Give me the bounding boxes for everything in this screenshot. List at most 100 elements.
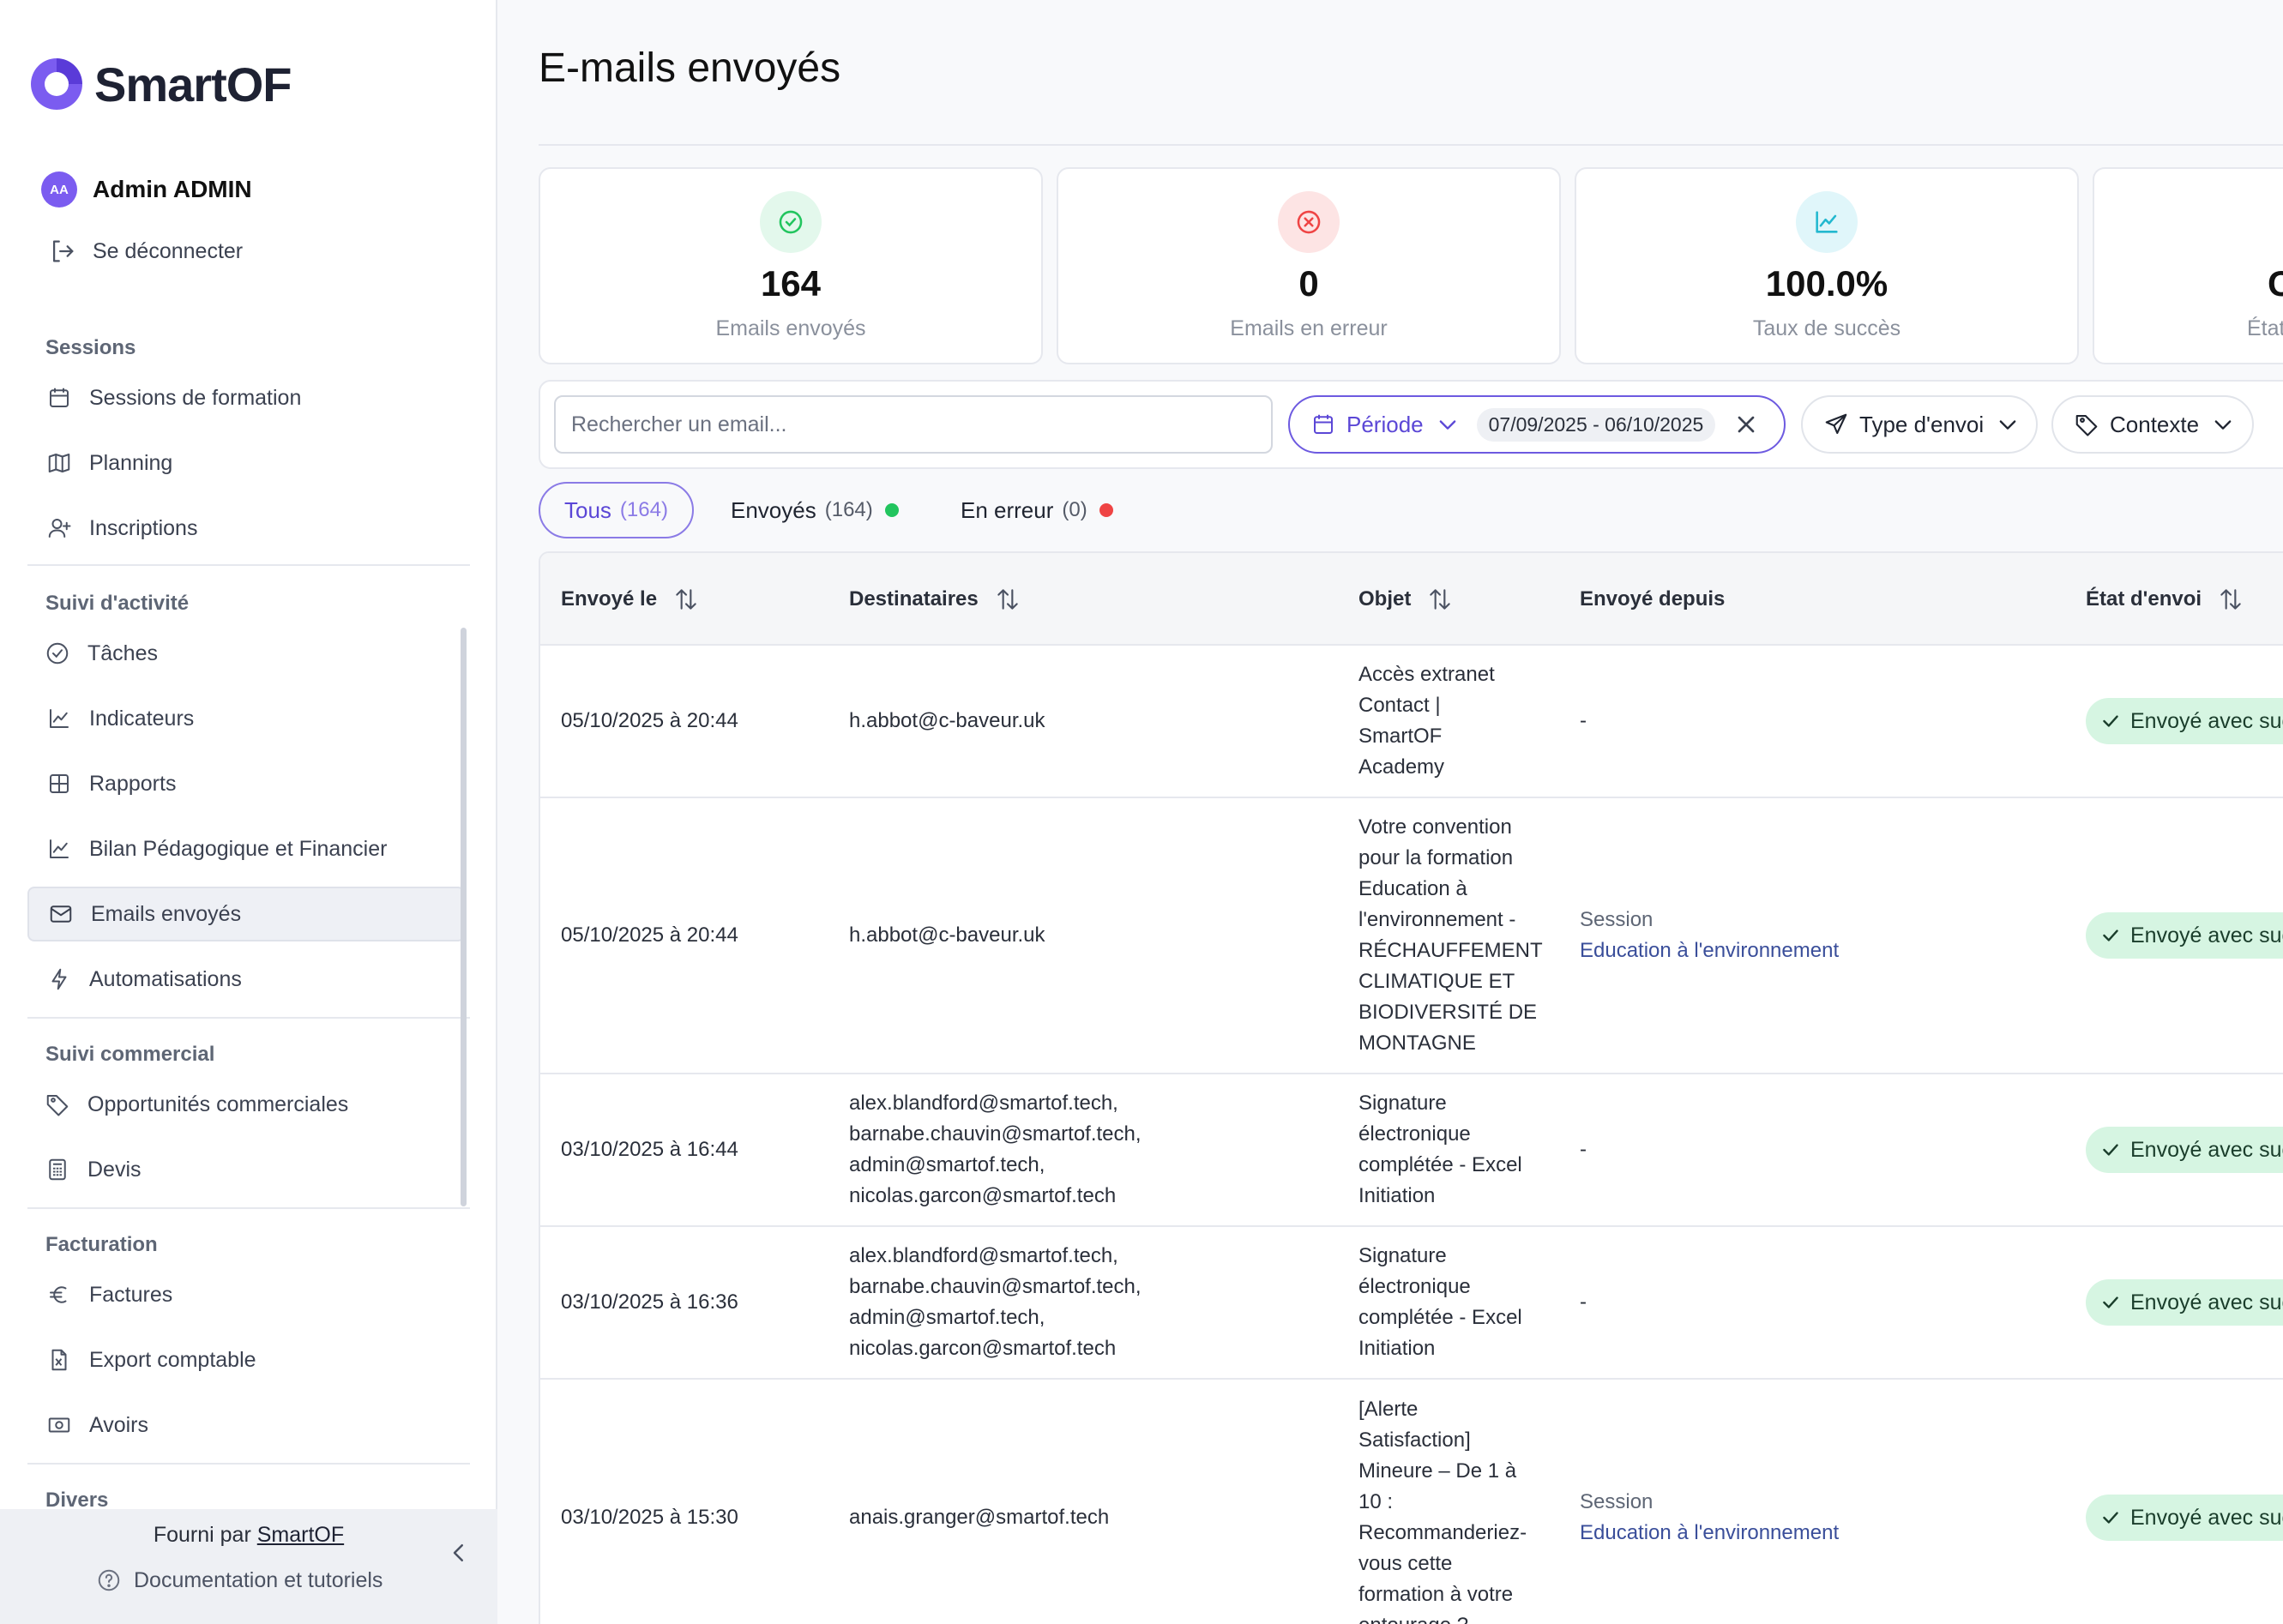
tab-envoyes[interactable]: Envoyés (164)	[731, 482, 899, 538]
table-row[interactable]: 05/10/2025 à 20:44 h.abbot@c-baveur.uk A…	[540, 646, 2283, 798]
subject-line: Signature	[1358, 1092, 1447, 1115]
stat-card-errors: 0 Emails en erreur	[1057, 167, 1561, 364]
cell-subject: [Alerte Satisfaction] Mineure – De 1 à 1…	[1358, 1394, 1527, 1624]
stat-icon-wrap	[1278, 191, 1340, 253]
user-profile[interactable]: AA Admin ADMIN	[41, 171, 252, 208]
sidebar-scrollbar[interactable]	[461, 628, 467, 1206]
cell-sent-from: Session Education à l'environnement	[1580, 1487, 1839, 1549]
help-circle-icon	[98, 1569, 120, 1591]
subject-line: Mineure – De 1 à	[1358, 1459, 1517, 1483]
sidebar-item-emails-envoyes[interactable]: Emails envoyés	[27, 887, 465, 941]
tab-tous[interactable]: Tous (164)	[539, 482, 694, 538]
recipient: alex.blandford@smartof.tech,	[849, 1244, 1118, 1267]
smartof-link[interactable]: SmartOF	[256, 1523, 345, 1547]
sidebar-item-taches[interactable]: Tâches	[27, 626, 465, 681]
sidebar-divider	[27, 1463, 470, 1465]
sidebar-item-inscriptions[interactable]: Inscriptions	[27, 501, 465, 556]
col-subject[interactable]: Objet	[1358, 553, 1454, 646]
sort-icon[interactable]	[2217, 586, 2244, 613]
table-row[interactable]: 03/10/2025 à 16:44 alex.blandford@smarto…	[540, 1074, 2283, 1227]
clear-date-icon[interactable]	[1732, 411, 1760, 438]
subject-line: l'environnement -	[1358, 908, 1516, 931]
cell-sent-at: 03/10/2025 à 16:36	[561, 1290, 738, 1314]
subject-line: [Alerte	[1358, 1398, 1419, 1421]
status-text: Envoyé avec succès	[2130, 1137, 2283, 1162]
recipient: admin@smartof.tech,	[849, 1306, 1045, 1329]
subject-line: Education à	[1358, 877, 1467, 900]
cell-sent-at: 03/10/2025 à 16:44	[561, 1138, 738, 1161]
stat-value: C	[2268, 263, 2283, 304]
col-status[interactable]: État d'envoi	[2086, 553, 2244, 646]
sort-icon[interactable]	[672, 586, 700, 613]
sort-icon[interactable]	[994, 586, 1021, 613]
tab-label: Tous	[564, 496, 611, 523]
status-dot-red	[1099, 503, 1113, 517]
sidebar-item-export-comptable[interactable]: Export comptable	[27, 1332, 465, 1387]
sidebar-item-planning[interactable]: Planning	[27, 436, 465, 490]
sort-icon[interactable]	[1426, 586, 1454, 613]
sidebar-item-bilan-pedagogique[interactable]: Bilan Pédagogique et Financier	[27, 821, 465, 876]
file-excel-icon	[51, 1349, 67, 1371]
cell-sent-from: -	[1580, 706, 1587, 737]
cell-recipients: alex.blandford@smartof.tech, barnabe.cha…	[849, 1088, 1142, 1212]
periode-filter[interactable]: Période 07/09/2025 - 06/10/2025	[1288, 395, 1786, 454]
tab-count: (0)	[1062, 498, 1087, 521]
table-row[interactable]: 05/10/2025 à 20:44 h.abbot@c-baveur.uk V…	[540, 798, 2283, 1074]
sidebar-item-factures[interactable]: Factures	[27, 1267, 465, 1322]
cell-sent-at: 05/10/2025 à 20:44	[561, 923, 738, 947]
provided-by: Fourni par SmartOF	[0, 1523, 497, 1548]
tab-en-erreur[interactable]: En erreur (0)	[961, 482, 1113, 538]
check-circle-icon	[779, 210, 803, 234]
col-sent-at[interactable]: Envoyé le	[561, 553, 700, 646]
col-recipients[interactable]: Destinataires	[849, 553, 1021, 646]
col-label: Envoyé depuis	[1580, 587, 1726, 611]
subject-line: Recommanderiez-	[1358, 1521, 1527, 1544]
table-row[interactable]: 03/10/2025 à 16:36 alex.blandford@smarto…	[540, 1227, 2283, 1380]
sidebar-item-automatisations[interactable]: Automatisations	[27, 952, 465, 1007]
subject-line: entourage ? –	[1358, 1610, 1527, 1624]
stat-label: Emails en erreur	[1230, 316, 1388, 340]
subject-line: formation à votre	[1358, 1583, 1514, 1606]
cell-subject: Votre convention pour la formation Educa…	[1358, 812, 1543, 1059]
col-sent-from: Envoyé depuis	[1580, 553, 1725, 646]
user-name: Admin ADMIN	[93, 176, 252, 202]
date-range-value: 07/09/2025 - 06/10/2025	[1476, 407, 1716, 442]
status-badge: Envoyé avec succès	[2086, 1127, 2283, 1173]
recipient: alex.blandford@smartof.tech,	[849, 1092, 1118, 1115]
cell-subject: Signature électronique complétée - Excel…	[1358, 1241, 1522, 1364]
sidebar-item-devis[interactable]: Devis	[27, 1142, 465, 1197]
chart-line-icon	[50, 709, 69, 728]
col-label: Destinataires	[849, 587, 979, 611]
sent-from-label: Session	[1580, 908, 1654, 931]
search-input[interactable]	[554, 395, 1273, 454]
docs-label: Documentation et tutoriels	[134, 1567, 383, 1592]
sidebar-item-label: Sessions de formation	[89, 385, 302, 410]
cell-sent-from: -	[1580, 1134, 1587, 1165]
sidebar-item-avoirs[interactable]: Avoirs	[27, 1398, 465, 1453]
cell-sent-from: -	[1580, 1287, 1587, 1318]
sidebar-item-rapports[interactable]: Rapports	[27, 756, 465, 811]
session-link[interactable]: Education à l'environnement	[1580, 939, 1840, 962]
docs-link[interactable]: Documentation et tutoriels	[96, 1567, 383, 1593]
sidebar-item-sessions-de-formation[interactable]: Sessions de formation	[27, 370, 465, 425]
logo[interactable]: SmartOF	[26, 53, 292, 115]
table-row[interactable]: 03/10/2025 à 15:30 anais.granger@smartof…	[540, 1380, 2283, 1624]
collapse-sidebar-icon[interactable]	[446, 1540, 472, 1566]
sidebar-item-indicateurs[interactable]: Indicateurs	[27, 691, 465, 746]
type-envoi-filter[interactable]: Type d'envoi	[1801, 395, 2038, 454]
session-link[interactable]: Education à l'environnement	[1580, 1521, 1840, 1544]
tab-label: En erreur	[961, 496, 1054, 523]
col-label: Objet	[1358, 587, 1412, 611]
sidebar-item-opportunites[interactable]: Opportunités commerciales	[27, 1077, 465, 1132]
chevron-down-icon	[2214, 420, 2232, 430]
subject-line: complétée - Excel	[1358, 1153, 1522, 1176]
cell-subject: Signature électronique complétée - Excel…	[1358, 1088, 1522, 1212]
contexte-filter[interactable]: Contexte	[2051, 395, 2254, 454]
logout-button[interactable]: Se déconnecter	[48, 237, 243, 266]
chart-line-icon	[50, 839, 69, 858]
sent-from-value: -	[1580, 709, 1587, 732]
nav-section-suivi-commercial: Suivi commercial	[45, 1043, 215, 1066]
calendar-icon	[50, 388, 69, 407]
status-badge: Envoyé avec succès	[2086, 1279, 2283, 1326]
sidebar-item-label: Opportunités commerciales	[87, 1092, 349, 1116]
